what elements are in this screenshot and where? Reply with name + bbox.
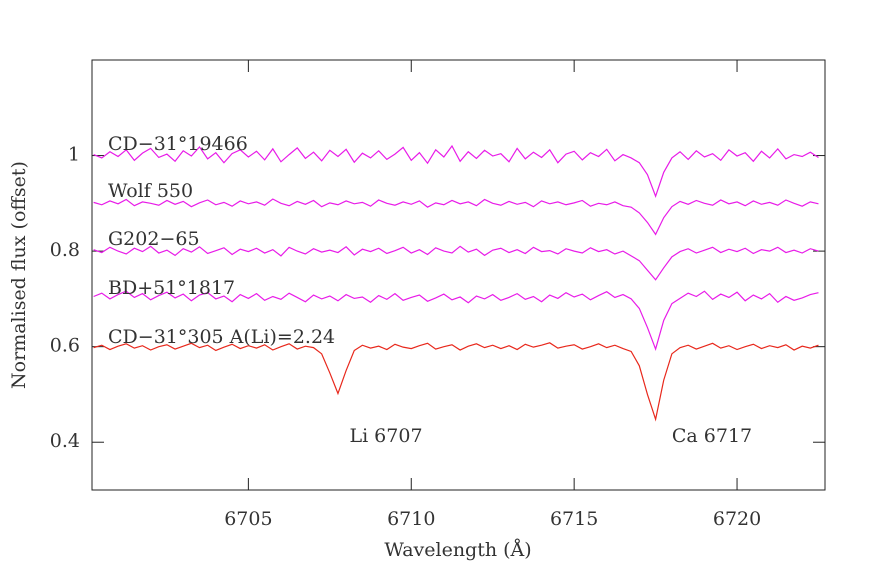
line-annotation: Ca 6717 bbox=[672, 425, 752, 447]
x-tick-label: 6720 bbox=[713, 508, 761, 530]
series-label: CD−31°19466 bbox=[108, 133, 248, 155]
y-tick-label: 0.4 bbox=[50, 430, 80, 452]
y-tick-label: 0.8 bbox=[50, 239, 80, 261]
spectrum-line bbox=[93, 342, 819, 422]
x-axis-label: Wavelength (Å) bbox=[384, 539, 531, 561]
x-tick-label: 6710 bbox=[387, 508, 435, 530]
x-tick-label: 6705 bbox=[224, 508, 272, 530]
series-label: G202−65 bbox=[108, 228, 200, 250]
series-label: BD+51°1817 bbox=[108, 277, 235, 299]
y-axis-label: Normalised flux (offset) bbox=[8, 161, 30, 389]
plot-frame bbox=[91, 59, 826, 491]
y-tick-label: 1 bbox=[68, 144, 80, 166]
x-tick-label: 6715 bbox=[550, 508, 598, 530]
spectrum-line bbox=[93, 245, 819, 281]
spectrum-line bbox=[93, 144, 819, 198]
spectrum-line bbox=[93, 198, 819, 236]
series-label: Wolf 550 bbox=[108, 180, 193, 202]
series-label: CD−31°305 A(Li)=2.24 bbox=[108, 326, 335, 348]
spectrum-line bbox=[93, 290, 819, 351]
line-annotation: Li 6707 bbox=[349, 425, 422, 447]
y-tick-label: 0.6 bbox=[50, 335, 80, 357]
